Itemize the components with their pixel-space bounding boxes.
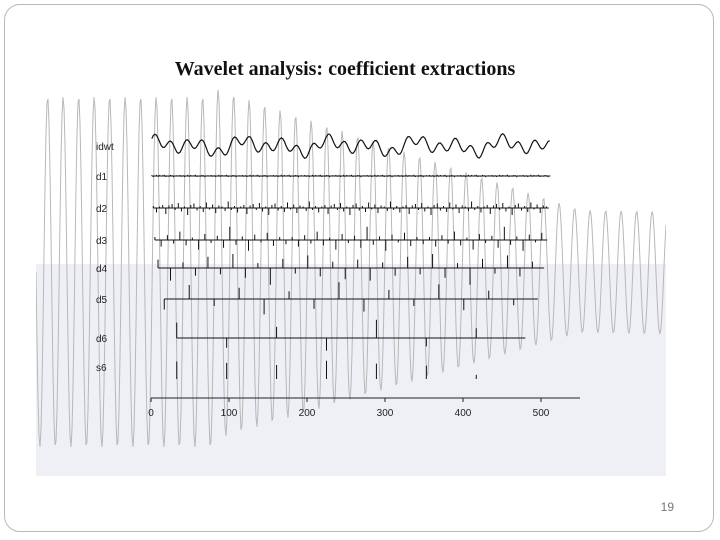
wavelet-figure: idwt d1 d2 d3 d4 d5 d6 s6 0 100 200 300 400 500	[36, 89, 666, 476]
series-line-idwt	[151, 132, 550, 160]
background-waveform	[36, 89, 666, 447]
row-label: d6	[96, 334, 108, 345]
row-label: idwt	[96, 142, 114, 153]
row-d2: d2	[96, 201, 549, 215]
row-label: d5	[96, 295, 108, 306]
row-label: d1	[96, 172, 108, 183]
row-idwt: idwt	[96, 132, 550, 160]
x-tick-label: 500	[533, 408, 550, 419]
x-axis: 0 100 200 300 400 500	[148, 397, 580, 419]
row-label: d2	[96, 204, 108, 215]
background-wave-path	[36, 89, 666, 447]
coefficient-traces: idwt d1 d2 d3 d4 d5 d6 s6	[96, 132, 551, 379]
x-tick-label: 200	[299, 408, 316, 419]
x-tick-label: 300	[377, 408, 394, 419]
row-d6: d6	[96, 319, 526, 351]
x-tick-label: 100	[221, 408, 238, 419]
slide-title: Wavelet analysis: coefficient extraction…	[174, 58, 516, 80]
x-tick-label: 400	[455, 408, 472, 419]
row-s6: s6	[96, 360, 477, 379]
row-label: d4	[96, 264, 108, 275]
row-d3: d3	[96, 226, 548, 251]
row-d4: d4	[96, 254, 545, 285]
row-label: d3	[96, 236, 108, 247]
row-label: s6	[96, 363, 107, 374]
row-d5: d5	[96, 282, 538, 315]
x-tick-label: 0	[148, 408, 154, 419]
row-d1: d1	[96, 172, 551, 183]
page-number: 19	[660, 500, 674, 514]
